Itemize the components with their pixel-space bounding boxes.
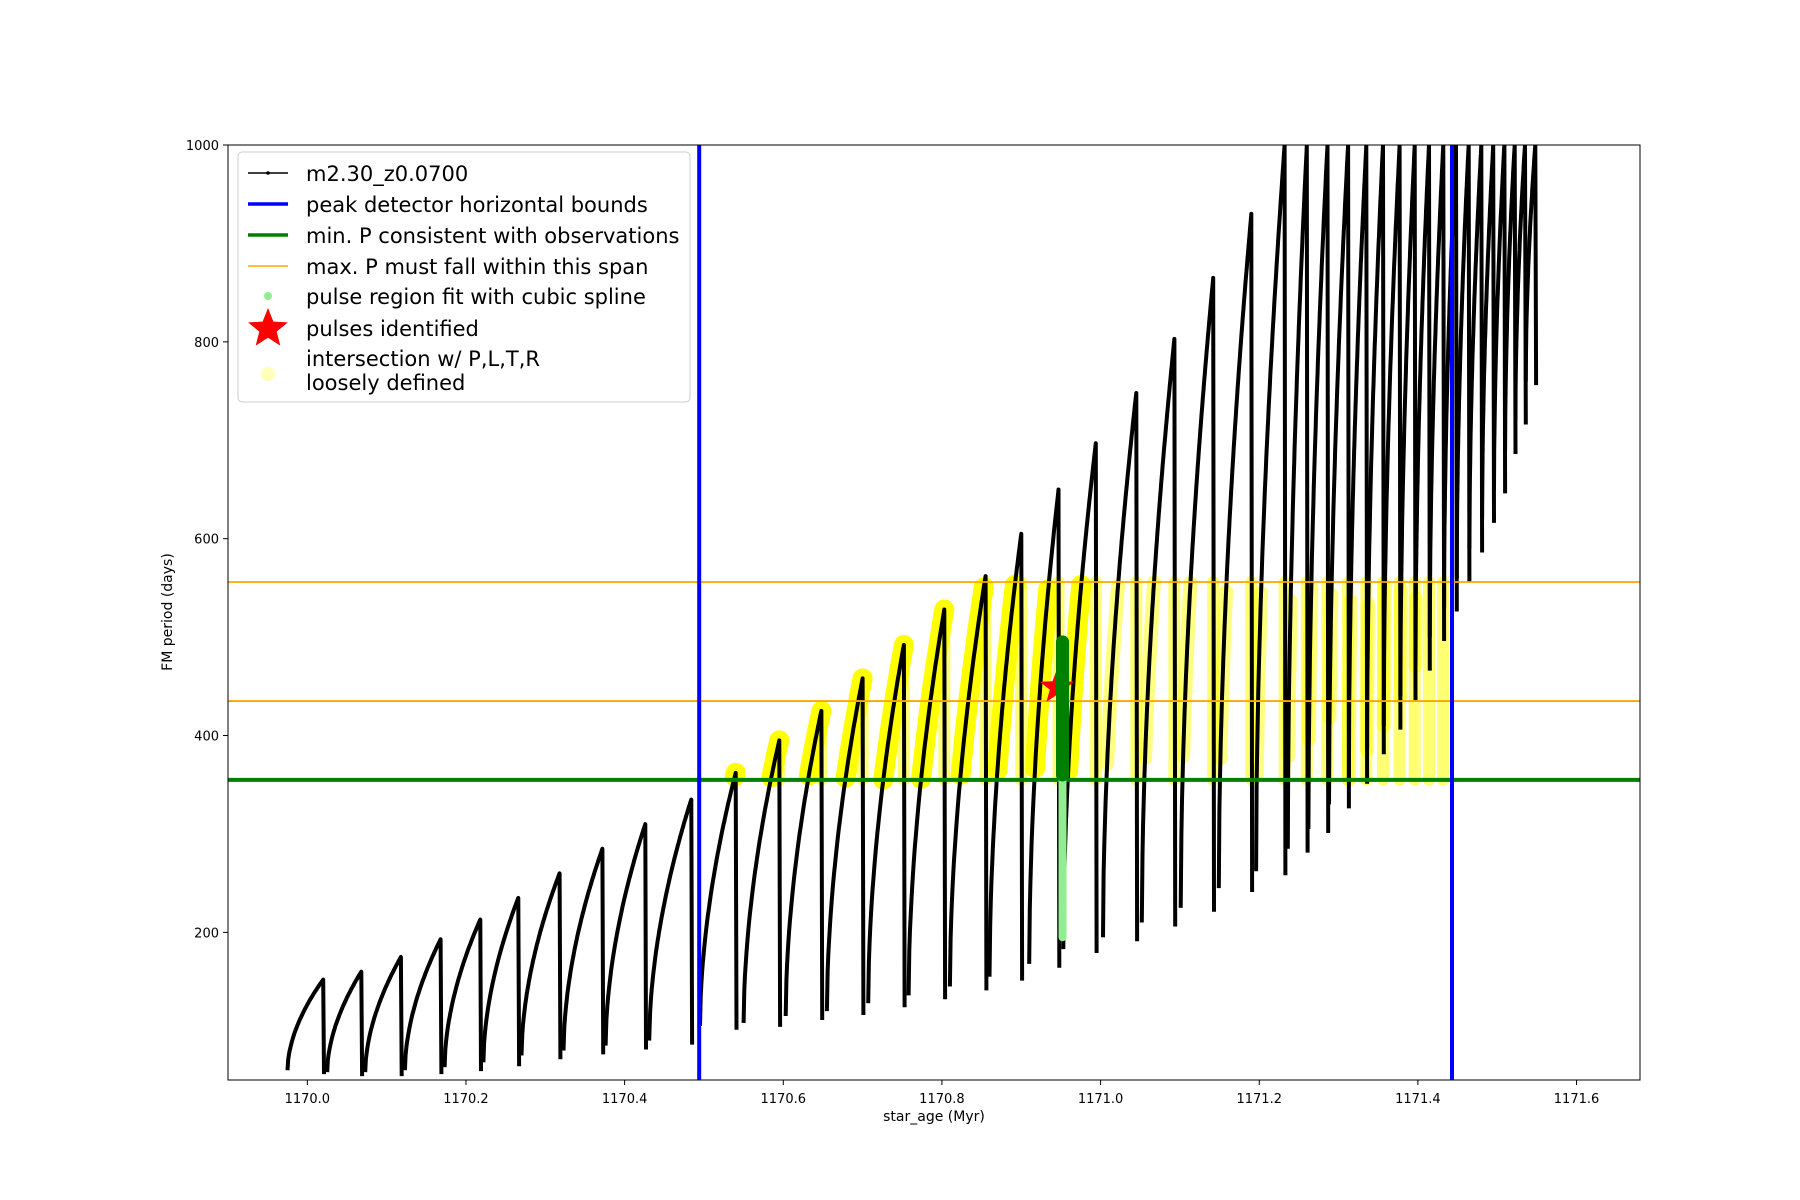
model-pulse-36	[1467, 145, 1485, 553]
model-pulse-4	[442, 917, 483, 1072]
x-tick-label-4: 1170.8	[919, 1092, 965, 1107]
model-pulse-17	[987, 531, 1025, 981]
model-pulse-25	[1285, 145, 1310, 853]
x-tick-label-6: 1171.2	[1236, 1092, 1282, 1107]
x-tick-label-3: 1170.6	[761, 1092, 807, 1107]
model-pulse-5	[481, 895, 522, 1067]
x-axis-ticks: 1170.0 1170.2 1170.4 1170.6 1170.8 1171.0 1171…	[285, 1080, 1600, 1107]
model-pulse-9	[647, 797, 695, 1045]
model-pulse-16	[947, 574, 989, 991]
legend-label-bounds: peak detector horizontal bounds	[306, 193, 648, 217]
x-tick-label-8: 1171.6	[1554, 1092, 1600, 1107]
y-tick-label-2: 600	[194, 533, 219, 548]
legend-item-intersection: intersection w/ P,L,T,R loosely defined	[261, 347, 540, 395]
model-pulse-31	[1398, 145, 1418, 701]
model-pulse-37	[1480, 145, 1496, 523]
x-tick-label-5: 1171.0	[1078, 1092, 1124, 1107]
model-pulse-35	[1454, 145, 1472, 583]
legend: m2.30_z0.0700 peak detector horizontal b…	[237, 151, 691, 403]
y-tick-label-0: 200	[194, 926, 219, 941]
model-pulse-38	[1492, 145, 1508, 494]
model-pulse-6	[519, 871, 563, 1060]
legend-item-pulses: pulses identified	[248, 308, 479, 346]
legend-item-max-period: max. P must fall within this span	[248, 255, 648, 279]
y-tick-label-1: 400	[194, 730, 219, 745]
y-tick-label-4: 1000	[186, 139, 219, 154]
legend-item-model: m2.30_z0.0700	[248, 162, 468, 187]
legend-item-bounds: peak detector horizontal bounds	[248, 193, 648, 217]
model-pulse-20	[1101, 391, 1140, 942]
x-tick-label-7: 1171.4	[1395, 1092, 1441, 1107]
x-tick-label-1: 1170.2	[443, 1092, 489, 1107]
model-pulse-39	[1503, 145, 1518, 455]
model-curve	[285, 145, 1539, 1077]
legend-label-spline: pulse region fit with cubic spline	[306, 285, 646, 309]
legend-label-intersection-line2: loosely defined	[306, 371, 465, 395]
model-pulse-18	[1027, 487, 1062, 968]
legend-item-spline: pulse region fit with cubic spline	[264, 285, 646, 309]
model-pulse-1	[325, 969, 365, 1077]
model-pulse-2	[363, 955, 404, 1077]
model-pulse-22	[1178, 275, 1216, 912]
model-pulse-12	[783, 708, 825, 1021]
model-pulse-30	[1381, 145, 1403, 730]
model-pulse-8	[603, 822, 648, 1050]
legend-label-model: m2.30_z0.0700	[306, 162, 468, 187]
model-pulse-28	[1346, 145, 1370, 784]
model-pulse-24	[1254, 145, 1288, 876]
legend-marker-model	[266, 171, 270, 175]
legend-label-min-period: min. P consistent with observations	[306, 224, 679, 248]
model-pulse-26	[1306, 145, 1331, 834]
model-pulse-7	[561, 846, 606, 1055]
model-pulse-27	[1327, 145, 1351, 809]
model-pulse-41	[1523, 145, 1539, 386]
y-axis-ticks: 200 400 600 800 1000	[186, 139, 228, 941]
pulse-markers	[1039, 635, 1075, 782]
x-axis-label: star_age (Myr)	[883, 1109, 985, 1125]
reference-lines	[228, 145, 1640, 1080]
legend-marker-spline	[264, 292, 272, 300]
model-pulse-11	[741, 738, 783, 1027]
x-tick-label-0: 1170.0	[285, 1092, 331, 1107]
y-tick-label-3: 800	[194, 336, 219, 351]
axes-frame	[227, 144, 1641, 1081]
model-pulse-23	[1216, 211, 1255, 893]
legend-marker-pulses-star	[248, 308, 288, 346]
model-pulse-21	[1139, 336, 1178, 927]
model-pulse-0	[285, 977, 326, 1075]
y-axis-label: FM period (days)	[160, 553, 176, 671]
plot-area	[228, 145, 1640, 1080]
model-pulse-15	[906, 607, 948, 1000]
model-pulse-40	[1513, 145, 1528, 425]
legend-label-pulses: pulses identified	[306, 317, 479, 341]
legend-label-max-period: max. P must fall within this span	[306, 255, 648, 279]
model-pulse-33	[1427, 145, 1447, 642]
x-tick-label-2: 1170.4	[602, 1092, 648, 1107]
model-pulse-10	[698, 770, 739, 1030]
legend-label-intersection-line1: intersection w/ P,L,T,R	[306, 347, 540, 371]
model-pulse-29	[1365, 145, 1386, 755]
legend-box	[237, 151, 691, 403]
model-pulse-14	[866, 643, 907, 1008]
legend-marker-intersection	[261, 367, 275, 381]
model-pulse-3	[402, 937, 444, 1075]
model-pulse-32	[1413, 145, 1432, 671]
legend-item-min-period: min. P consistent with observations	[248, 224, 679, 248]
